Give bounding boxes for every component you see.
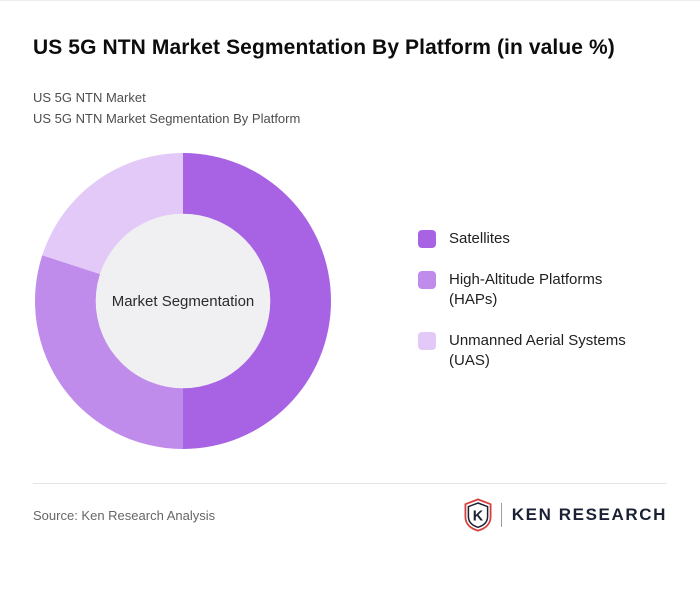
footer-divider <box>33 483 667 485</box>
source-text: Source: Ken Research Analysis <box>33 507 216 523</box>
legend-label-uas: Unmanned Aerial Systems (UAS) <box>449 332 626 370</box>
subtitle-segmentation: US 5G NTN Market Segmentation By Platfor… <box>33 111 301 127</box>
footer: Source: Ken Research Analysis K KEN RESE… <box>0 484 700 532</box>
chart-area: Market Segmentation Satellites High-Alti… <box>33 151 667 451</box>
page-title: US 5G NTN Market Segmentation By Platfor… <box>33 36 615 59</box>
chart-legend: Satellites High-Altitude Platforms (HAPs… <box>418 151 643 451</box>
logo-text: KEN RESEARCH <box>511 505 667 525</box>
logo-separator <box>500 503 502 528</box>
legend-label-satellites: Satellites <box>449 230 510 248</box>
legend-item-haps: High-Altitude Platforms (HAPs) <box>418 270 643 310</box>
legend-swatch-satellites <box>418 230 436 249</box>
report-card: US 5G NTN Market Segmentation By Platfor… <box>0 1 700 451</box>
ken-research-logo: K KEN RESEARCH <box>463 498 667 532</box>
legend-swatch-haps <box>418 271 436 290</box>
legend-swatch-uas <box>418 332 436 351</box>
ken-research-shield-icon: K <box>464 498 492 532</box>
svg-text:K: K <box>473 509 484 525</box>
legend-item-satellites: Satellites <box>418 229 643 249</box>
donut-chart: Market Segmentation <box>33 151 333 451</box>
donut-center-circle <box>95 214 271 389</box>
subtitle-market: US 5G NTN Market <box>33 90 146 106</box>
legend-label-haps: High-Altitude Platforms (HAPs) <box>449 271 603 309</box>
legend-item-uas: Unmanned Aerial Systems (UAS) <box>418 331 643 371</box>
donut-svg <box>34 153 331 450</box>
